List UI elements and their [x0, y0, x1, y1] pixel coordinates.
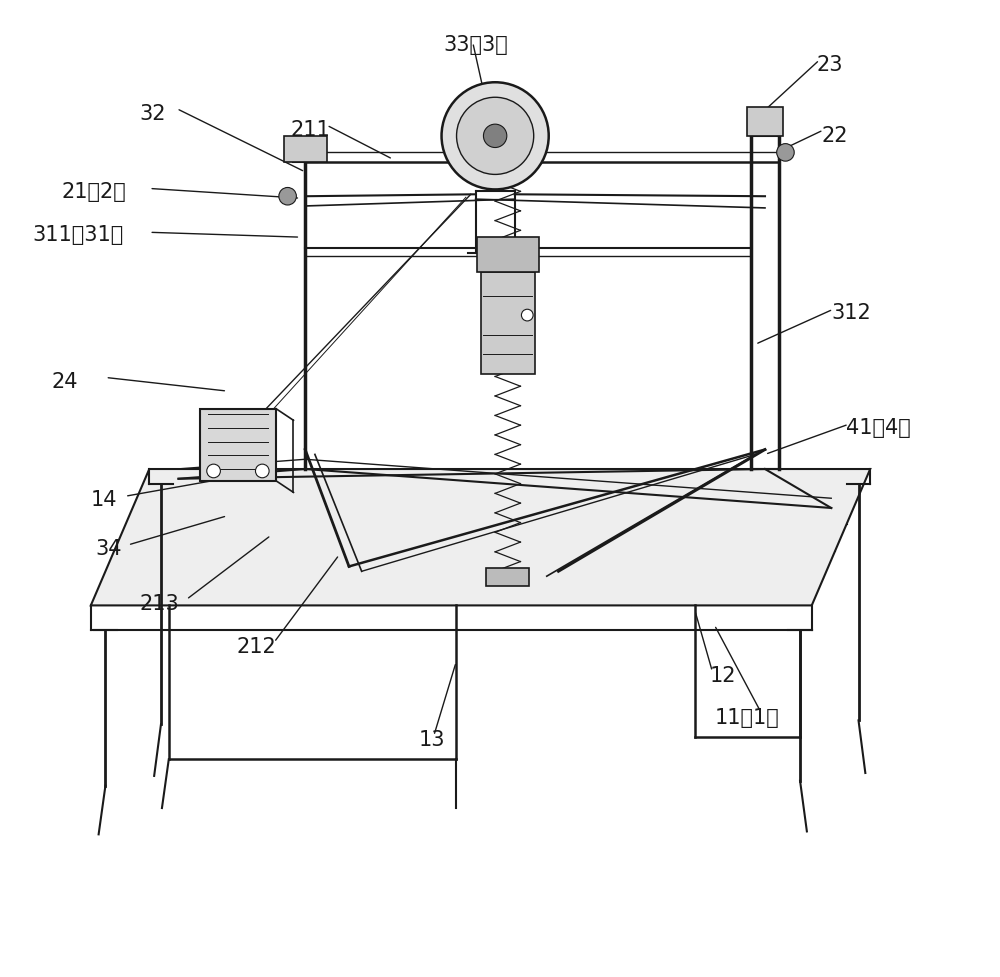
- Text: 32: 32: [140, 104, 166, 124]
- Text: 21（2）: 21（2）: [62, 182, 126, 201]
- Polygon shape: [747, 106, 783, 136]
- Text: 23: 23: [817, 55, 843, 75]
- Polygon shape: [481, 273, 535, 373]
- Text: 13: 13: [419, 730, 445, 750]
- Polygon shape: [486, 569, 529, 586]
- Polygon shape: [477, 237, 539, 273]
- Text: 212: 212: [237, 637, 277, 657]
- Circle shape: [521, 310, 533, 320]
- Text: 12: 12: [709, 665, 736, 686]
- Text: 213: 213: [140, 594, 179, 614]
- Circle shape: [255, 464, 269, 478]
- Polygon shape: [200, 408, 276, 481]
- Polygon shape: [91, 469, 870, 606]
- Circle shape: [279, 188, 296, 205]
- Circle shape: [207, 464, 220, 478]
- Circle shape: [457, 98, 534, 175]
- Text: 24: 24: [52, 371, 78, 392]
- Text: 33（3）: 33（3）: [443, 35, 508, 56]
- Text: 11（1）: 11（1）: [714, 707, 779, 728]
- Text: 22: 22: [821, 126, 848, 147]
- Circle shape: [442, 82, 549, 190]
- Circle shape: [483, 124, 507, 148]
- Text: 311（31）: 311（31）: [32, 226, 124, 245]
- Circle shape: [777, 144, 794, 161]
- Text: 41（4）: 41（4）: [846, 418, 911, 439]
- Text: 34: 34: [96, 539, 122, 559]
- Polygon shape: [284, 136, 327, 162]
- Text: 14: 14: [91, 490, 117, 510]
- Text: 211: 211: [291, 120, 330, 141]
- Text: 312: 312: [831, 304, 871, 323]
